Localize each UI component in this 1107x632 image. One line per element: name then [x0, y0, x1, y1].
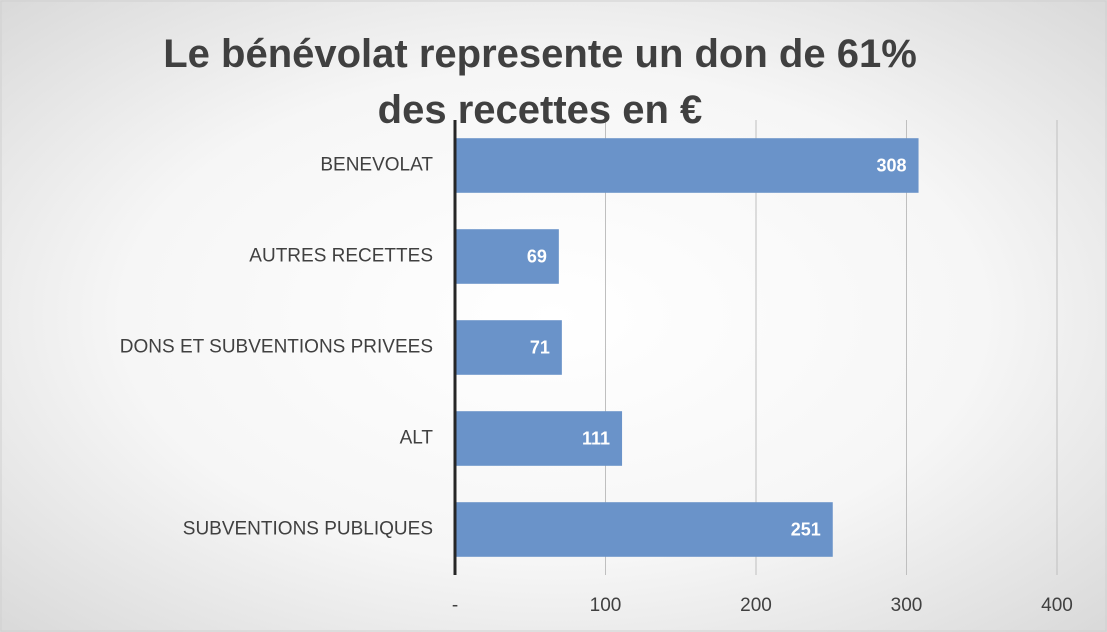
- bar: [455, 502, 833, 557]
- x-tick-label: 200: [740, 595, 772, 616]
- bar: [455, 320, 562, 375]
- y-tick-label: ALT: [400, 428, 434, 449]
- bar: [455, 138, 919, 193]
- value-label: 251: [791, 519, 821, 539]
- bar: [455, 229, 559, 284]
- value-label: 71: [530, 337, 550, 357]
- x-tick-label: 100: [590, 595, 622, 616]
- x-tick-label: -: [452, 595, 458, 616]
- value-label: 111: [582, 428, 610, 448]
- y-tick-label: SUBVENTIONS PUBLIQUES: [183, 519, 433, 540]
- y-tick-label: DONS ET SUBVENTIONS PRIVEES: [120, 337, 433, 358]
- y-tick-label: BENEVOLAT: [320, 155, 433, 176]
- bar: [455, 411, 623, 466]
- y-tick-label: AUTRES RECETTES: [249, 246, 433, 267]
- value-label: 308: [876, 155, 906, 175]
- value-label: 69: [527, 246, 547, 266]
- x-tick-label: 300: [891, 595, 923, 616]
- x-tick-label: 400: [1041, 595, 1073, 616]
- chart-title: Le bénévolat represente un don de 61% de…: [163, 32, 917, 132]
